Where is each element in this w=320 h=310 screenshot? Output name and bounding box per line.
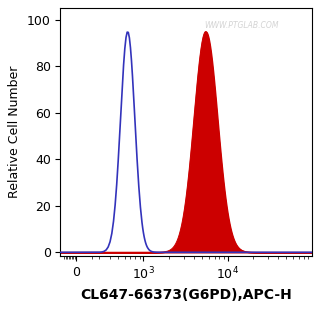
Y-axis label: Relative Cell Number: Relative Cell Number: [8, 66, 21, 198]
X-axis label: CL647-66373(G6PD),APC-H: CL647-66373(G6PD),APC-H: [80, 288, 292, 302]
Text: WWW.PTGLAB.COM: WWW.PTGLAB.COM: [204, 21, 279, 30]
